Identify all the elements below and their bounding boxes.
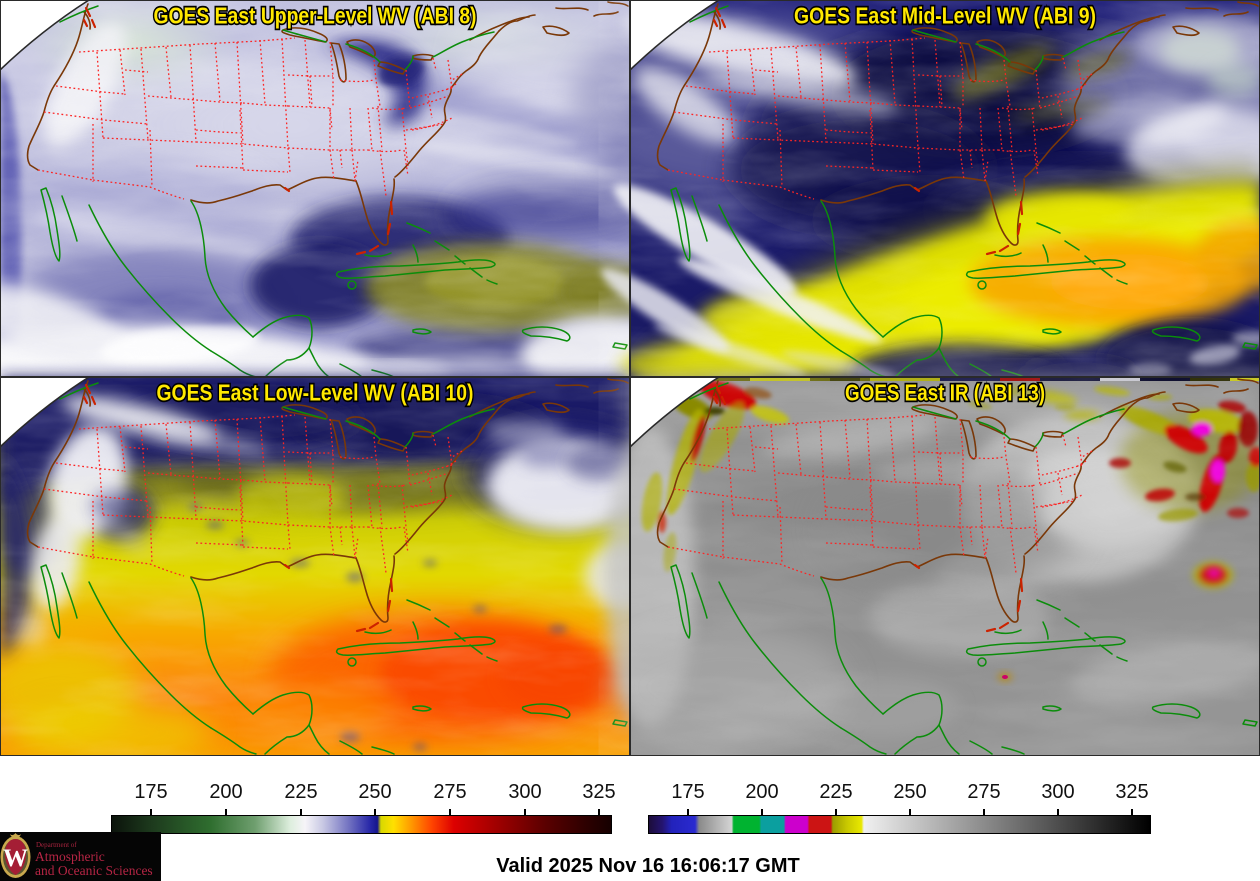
svg-text:GOES East Low-Level WV (ABI 10: GOES East Low-Level WV (ABI 10) [157,380,474,406]
svg-text:Atmospheric: Atmospheric [35,849,105,864]
svg-text:GOES East Upper-Level WV (ABI: GOES East Upper-Level WV (ABI 8) [154,3,477,29]
svg-text:Department of: Department of [36,841,77,849]
svg-text:W: W [3,845,28,872]
svg-text:GOES East IR (ABI 13): GOES East IR (ABI 13) [845,380,1045,406]
svg-text:GOES East Mid-Level WV (ABI 9): GOES East Mid-Level WV (ABI 9) [794,3,1096,29]
svg-text:and Oceanic Sciences: and Oceanic Sciences [35,863,153,878]
